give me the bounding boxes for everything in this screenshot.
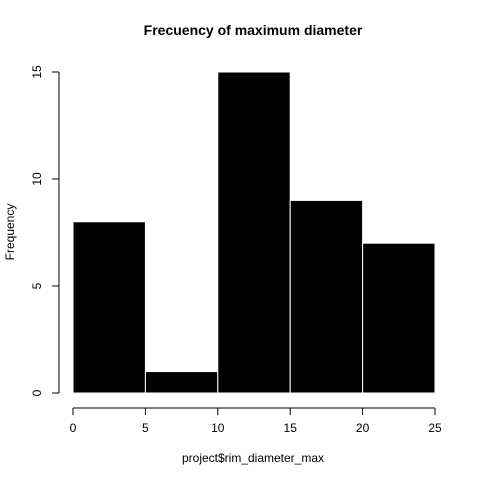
x-tick-label-0: 0 bbox=[70, 421, 77, 435]
y-tick-label-5: 5 bbox=[30, 282, 44, 289]
histogram-bars bbox=[72, 71, 436, 394]
histogram-bar-0-5 bbox=[72, 221, 146, 394]
x-tick-label-20: 20 bbox=[356, 421, 370, 435]
x-axis-label: project$rim_diameter_max bbox=[182, 451, 324, 465]
x-tick-label-15: 15 bbox=[284, 421, 298, 435]
chart-title: Frecuency of maximum diameter bbox=[144, 22, 363, 38]
x-tick-label-5: 5 bbox=[142, 421, 149, 435]
y-tick-label-15: 15 bbox=[30, 65, 44, 79]
y-tick-label-10: 10 bbox=[30, 172, 44, 186]
histogram-bar-20-25 bbox=[362, 242, 436, 394]
y-axis-label: Frequency bbox=[3, 204, 17, 261]
y-axis: 0 5 10 15 bbox=[30, 65, 60, 396]
histogram-bar-5-10 bbox=[144, 371, 219, 394]
x-axis: 0 5 10 15 20 25 bbox=[70, 407, 442, 435]
x-tick-label-25: 25 bbox=[428, 421, 442, 435]
y-tick-label-0: 0 bbox=[30, 389, 44, 396]
histogram-bar-15-20 bbox=[289, 199, 364, 394]
histogram-bar-10-15 bbox=[217, 71, 291, 394]
x-tick-label-10: 10 bbox=[211, 421, 225, 435]
